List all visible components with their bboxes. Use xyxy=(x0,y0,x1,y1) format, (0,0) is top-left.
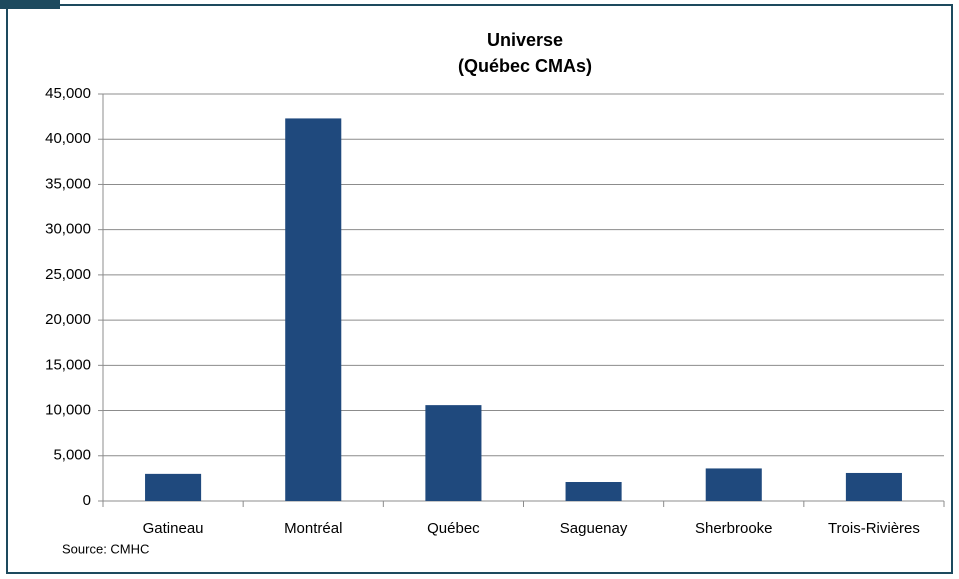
x-tick-label: Gatineau xyxy=(143,520,204,537)
bar xyxy=(145,473,202,501)
y-tick-label: 45,000 xyxy=(45,85,91,102)
x-tick-label: Sherbrooke xyxy=(695,520,773,537)
y-tick-label: 25,000 xyxy=(45,266,91,283)
y-tick-label: 0 xyxy=(83,492,91,509)
bar xyxy=(845,472,902,501)
chart-title: Universe xyxy=(487,30,563,50)
x-tick-label: Québec xyxy=(427,520,480,537)
y-tick-label: 30,000 xyxy=(45,221,91,238)
source-note: Source: CMHC xyxy=(62,541,149,556)
y-tick-label: 15,000 xyxy=(45,356,91,373)
bar xyxy=(705,468,762,501)
x-tick-label: Saguenay xyxy=(560,520,628,537)
y-tick-label: 5,000 xyxy=(53,447,91,464)
y-tick-label: 10,000 xyxy=(45,402,91,419)
bar xyxy=(285,118,342,502)
bar xyxy=(565,482,622,501)
chart-subtitle: (Québec CMAs) xyxy=(458,56,592,76)
y-tick-label: 20,000 xyxy=(45,311,91,328)
x-tick-label: Montréal xyxy=(284,520,342,537)
x-tick-label: Trois-Rivières xyxy=(828,520,920,537)
frame xyxy=(6,4,953,574)
bar xyxy=(425,405,482,501)
y-tick-label: 35,000 xyxy=(45,175,91,192)
y-tick-label: 40,000 xyxy=(45,130,91,147)
